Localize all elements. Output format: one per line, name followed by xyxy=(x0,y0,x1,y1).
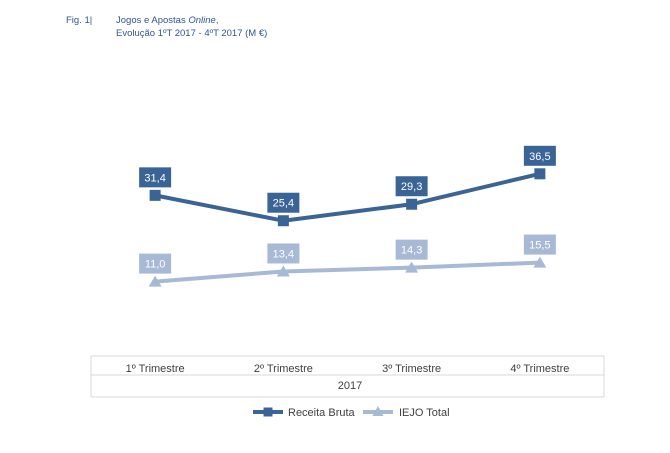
data-label: 15,5 xyxy=(529,240,550,252)
series-line xyxy=(153,260,542,284)
data-point xyxy=(406,198,418,210)
data-label-box xyxy=(267,243,300,264)
data-label: 11,0 xyxy=(145,259,166,271)
series-line xyxy=(153,171,542,223)
group-label: 2017 xyxy=(338,380,362,392)
tick-label: 4º Trimestre xyxy=(510,363,569,375)
data-label-box xyxy=(139,167,172,188)
data-point xyxy=(405,261,419,273)
data-label-box xyxy=(523,145,556,166)
series-layer: 31,4 25,4 29,3 36,5 11,0 13,4 14,3 15,5 xyxy=(139,145,556,287)
data-label-box xyxy=(139,253,172,274)
tick-label: 3º Trimestre xyxy=(382,363,441,375)
tick-label: 2º Trimestre xyxy=(254,363,313,375)
data-point xyxy=(276,265,290,277)
legend-item: Receita Bruta xyxy=(253,407,356,419)
data-label-box xyxy=(395,239,428,260)
data-label: 25,4 xyxy=(273,198,294,210)
data-label-box xyxy=(267,192,300,213)
figure-title-prefix: Jogos e Apostas xyxy=(116,15,189,26)
category-axis: 1º Trimestre 2º Trimestre 3º Trimestre 4º T… xyxy=(90,355,605,398)
data-point xyxy=(277,215,289,227)
data-point xyxy=(148,275,162,287)
figure-title: Jogos e Apostas Online, xyxy=(116,14,267,27)
legend-label: Receita Bruta xyxy=(288,407,356,419)
data-label-box xyxy=(395,176,428,197)
data-label: 29,3 xyxy=(401,181,422,193)
data-point xyxy=(534,168,546,180)
tick-labels: 1º Trimestre 2º Trimestre 3º Trimestre 4º T… xyxy=(126,363,570,375)
legend: Receita Bruta IEJO Total xyxy=(253,406,450,419)
series-2: 11,0 13,4 14,3 15,5 xyxy=(139,234,556,287)
tick-label: 1º Trimestre xyxy=(126,363,185,375)
data-label: 31,4 xyxy=(144,172,165,184)
figure-number: Fig. 1| xyxy=(66,15,93,26)
data-label: 14,3 xyxy=(401,245,422,257)
data-point xyxy=(533,256,547,268)
figure-subtitle: Evolução 1ºT 2017 - 4ºT 2017 (M €) xyxy=(116,28,268,39)
figure-title-suffix: , xyxy=(215,15,219,26)
data-label-box xyxy=(523,234,556,255)
figure-title-italic: Online xyxy=(188,15,216,26)
legend-label: IEJO Total xyxy=(399,407,450,419)
data-point xyxy=(149,189,161,201)
data-label: 13,4 xyxy=(273,248,294,260)
figure-title-block: Jogos e Apostas Online, Evolução 1ºT 201… xyxy=(116,14,267,40)
data-label: 36,5 xyxy=(529,151,550,163)
legend-marker xyxy=(372,406,384,416)
legend-marker xyxy=(263,407,273,417)
series-1: 31,4 25,4 29,3 36,5 xyxy=(139,145,556,227)
legend-item: IEJO Total xyxy=(363,406,450,419)
